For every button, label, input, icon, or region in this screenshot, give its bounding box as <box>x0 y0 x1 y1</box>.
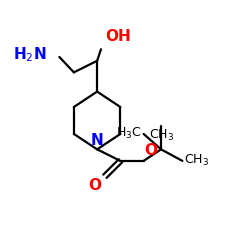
Text: CH$_3$: CH$_3$ <box>148 128 174 143</box>
Text: CH$_3$: CH$_3$ <box>184 153 210 168</box>
Text: OH: OH <box>105 30 130 44</box>
Text: N: N <box>91 134 104 148</box>
Text: O: O <box>144 143 158 158</box>
Text: O: O <box>88 178 101 193</box>
Text: H$_2$N: H$_2$N <box>13 46 47 64</box>
Text: H$_3$C: H$_3$C <box>116 126 142 140</box>
